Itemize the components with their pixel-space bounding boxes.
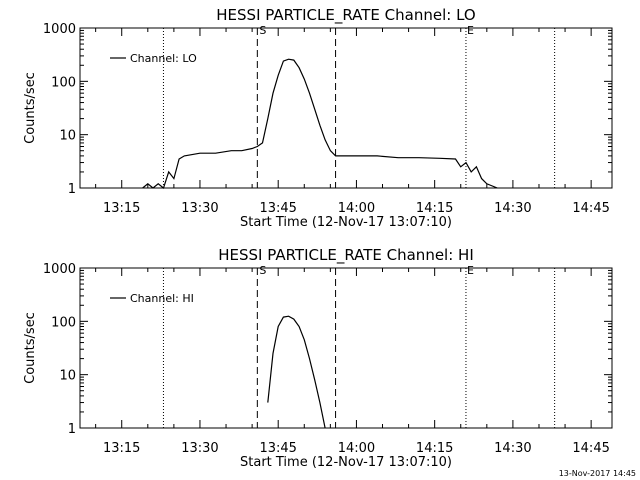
end-marker-label: E <box>467 264 474 277</box>
y-axis-label: Counts/sec <box>23 312 38 384</box>
x-tick-label: 14:45 <box>572 201 609 216</box>
x-tick-label: 13:15 <box>103 441 140 456</box>
end-marker-label: E <box>467 24 474 37</box>
x-tick-label: 13:30 <box>181 441 218 456</box>
legend-label: Channel: LO <box>130 52 197 65</box>
series-line <box>267 315 326 429</box>
x-tick-label: 14:30 <box>494 201 531 216</box>
y-tick-label: 1 <box>68 182 76 197</box>
plot-frame <box>79 267 613 429</box>
x-tick-label: 14:30 <box>494 441 531 456</box>
y-tick-label: 10 <box>59 369 76 384</box>
x-tick-label: 13:30 <box>181 201 218 216</box>
x-axis-label: Start Time (12-Nov-17 13:07:10) <box>240 455 452 470</box>
x-tick-label: 13:45 <box>259 441 296 456</box>
start-marker-label: S <box>259 24 266 37</box>
series-line <box>142 58 498 190</box>
y-axis-label: Counts/sec <box>23 72 38 144</box>
plot-frame <box>79 27 613 189</box>
x-tick-label: 14:15 <box>416 201 453 216</box>
start-marker-label: S <box>259 264 266 277</box>
x-tick-label: 13:15 <box>103 201 140 216</box>
x-tick-label: 14:15 <box>416 441 453 456</box>
x-tick-label: 13:45 <box>259 201 296 216</box>
y-tick-label: 1 <box>68 422 76 437</box>
y-tick-label: 100 <box>51 75 76 90</box>
x-tick-label: 14:00 <box>338 201 375 216</box>
y-tick-label: 10 <box>59 129 76 144</box>
x-tick-label: 14:00 <box>338 441 375 456</box>
x-tick-label: 14:45 <box>572 441 609 456</box>
y-tick-label: 1000 <box>43 262 76 277</box>
legend-label: Channel: HI <box>130 292 194 305</box>
chart-title: HESSI PARTICLE_RATE Channel: HI <box>218 246 474 265</box>
footer-timestamp: 13-Nov-2017 14:45 <box>559 469 636 478</box>
y-tick-label: 1000 <box>43 22 76 37</box>
x-axis-label: Start Time (12-Nov-17 13:07:10) <box>240 215 452 230</box>
chart-title: HESSI PARTICLE_RATE Channel: LO <box>216 6 475 25</box>
y-tick-label: 100 <box>51 315 76 330</box>
